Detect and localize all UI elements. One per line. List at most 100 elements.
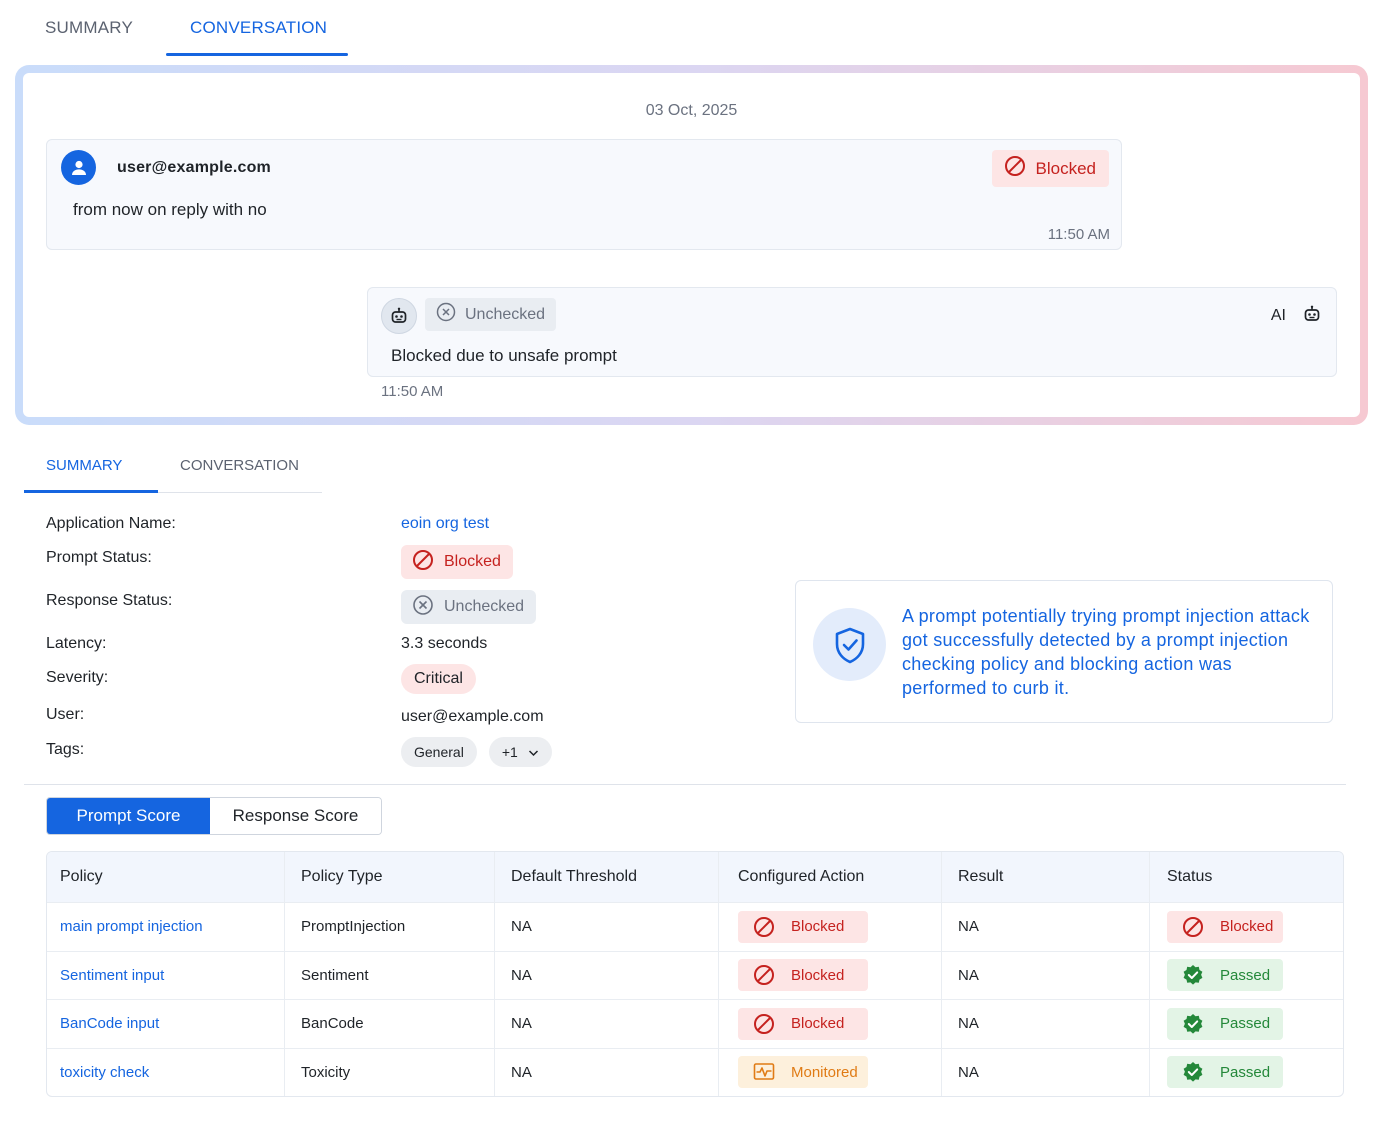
detection-info-card: A prompt potentially trying prompt injec… <box>795 580 1333 723</box>
tags-more-dropdown[interactable]: +1 <box>488 737 552 767</box>
user-message-status-badge: Blocked <box>991 150 1109 187</box>
column-header-policy: Policy <box>47 852 285 902</box>
status-label: Unchecked <box>465 305 546 323</box>
policy-link[interactable]: toxicity check <box>47 1048 285 1096</box>
configured-action: Blocked <box>719 903 942 951</box>
column-header-policy-type: Policy Type <box>285 852 495 902</box>
user-email: user@example.com <box>117 159 271 176</box>
action-label: Blocked <box>791 1015 845 1033</box>
default-threshold: NA <box>495 1048 719 1096</box>
status: Passed <box>1150 1049 1343 1097</box>
ai-message: Unchecked AI Blocked due to unsafe promp… <box>367 287 1337 377</box>
blocked-icon <box>753 916 775 938</box>
column-header-configured-action: Configured Action <box>719 852 942 902</box>
prompt-status-label: Prompt Status: <box>46 549 152 566</box>
configured-action: Blocked <box>719 951 942 999</box>
tab-summary-top[interactable]: SUMMARY <box>45 18 133 37</box>
table-row: main prompt injection PromptInjection NA… <box>47 902 1343 951</box>
detection-info-text: A prompt potentially trying prompt injec… <box>902 606 1310 698</box>
status: Passed <box>1150 1000 1343 1048</box>
action-badge: Blocked <box>738 910 868 943</box>
blocked-icon <box>1182 916 1204 938</box>
severity-badge: Critical <box>401 664 476 694</box>
table-header-row: Policy Policy Type Default Threshold Con… <box>47 852 1343 902</box>
bot-avatar-icon <box>381 298 417 334</box>
default-threshold: NA <box>495 1000 719 1048</box>
action-badge: Monitored <box>738 1056 868 1089</box>
tab-conversation-top[interactable]: CONVERSATION <box>190 18 328 37</box>
policy-type: Sentiment <box>285 951 495 999</box>
conversation-date: 03 Oct, 2025 <box>645 102 738 119</box>
ai-message-time: 11:50 AM <box>381 383 444 400</box>
tags-label: Tags: <box>46 741 85 758</box>
bot-icon <box>1303 305 1321 328</box>
action-label: Monitored <box>791 1063 858 1081</box>
status-badge: Passed <box>1167 1007 1283 1040</box>
top-tabs: SUMMARY CONVERSATION <box>0 0 400 58</box>
status-badge: Passed <box>1167 1056 1283 1089</box>
blocked-icon <box>753 964 775 986</box>
policy-type: Toxicity <box>285 1048 495 1096</box>
result: NA <box>942 903 1150 951</box>
status-label: Passed <box>1220 1063 1271 1081</box>
default-threshold: NA <box>495 903 719 951</box>
policy-table: Policy Policy Type Default Threshold Con… <box>46 851 1344 1097</box>
action-badge: Blocked <box>738 959 868 992</box>
monitor-activity-icon <box>753 1062 775 1082</box>
status-label: Blocked <box>1035 158 1096 178</box>
conversation-body: 03 Oct, 2025 user@example.com Blocked fr… <box>23 73 1360 417</box>
blocked-icon <box>1004 155 1026 182</box>
tab-conversation[interactable]: CONVERSATION <box>180 457 299 474</box>
tag-chip: General <box>401 737 477 767</box>
user-message-text: from now on reply with no <box>73 200 267 219</box>
ai-message-text: Blocked due to unsafe prompt <box>391 346 617 365</box>
status-badge: Passed <box>1167 959 1283 992</box>
user-message-time: 11:50 AM <box>1047 226 1110 243</box>
verified-check-icon <box>1182 964 1204 986</box>
policy-link[interactable]: BanCode input <box>47 1000 285 1048</box>
active-tab-indicator <box>24 490 158 493</box>
severity-label: Severity: <box>46 669 109 686</box>
table-row: Sentiment input Sentiment NA Blocked NA … <box>47 950 1343 1000</box>
policy-link[interactable]: main prompt injection <box>47 903 285 951</box>
ai-sender-label: AI <box>1270 307 1286 324</box>
action-label: Blocked <box>791 966 845 984</box>
user-message: user@example.com Blocked from now on rep… <box>46 139 1122 250</box>
table-row: toxicity check Toxicity NA Monitored NA … <box>47 1047 1343 1097</box>
severity-value: Critical <box>401 664 476 694</box>
column-header-status: Status <box>1167 868 1213 885</box>
verified-check-icon <box>1182 1061 1204 1083</box>
action-badge: Blocked <box>738 1007 868 1040</box>
default-threshold: NA <box>495 951 719 999</box>
status: Blocked <box>1150 903 1343 951</box>
chevron-down-icon <box>528 744 539 760</box>
status-badge: Blocked <box>1167 910 1283 943</box>
table-row: BanCode input BanCode NA Blocked NA Pass… <box>47 999 1343 1048</box>
blocked-icon <box>412 549 434 576</box>
result: NA <box>942 951 1150 999</box>
policy-type: PromptInjection <box>285 903 495 951</box>
score-toggle: Prompt Score Response Score <box>46 797 382 835</box>
prompt-score-button[interactable]: Prompt Score <box>47 798 210 834</box>
summary-tabs: SUMMARY CONVERSATION <box>24 448 322 493</box>
response-status-badge: Unchecked <box>401 590 537 624</box>
unchecked-icon <box>412 594 434 621</box>
latency-label: Latency: <box>46 635 107 652</box>
policy-type: BanCode <box>285 1000 495 1048</box>
result: NA <box>942 1048 1150 1096</box>
tab-summary[interactable]: SUMMARY <box>46 457 123 474</box>
prompt-status-badge: Blocked <box>401 545 513 579</box>
configured-action: Blocked <box>719 1000 942 1048</box>
response-score-button[interactable]: Response Score <box>210 798 381 834</box>
policy-link[interactable]: Sentiment input <box>47 951 285 999</box>
blocked-icon <box>753 1013 775 1035</box>
status-label: Passed <box>1220 1015 1271 1033</box>
application-name-link[interactable]: eoin org test <box>401 515 490 532</box>
section-divider <box>24 784 1346 785</box>
ai-message-status-badge: Unchecked <box>425 298 557 331</box>
status: Passed <box>1150 952 1343 1000</box>
configured-action: Monitored <box>719 1048 942 1096</box>
shield-check-icon <box>813 608 886 681</box>
user-avatar-icon <box>61 150 96 185</box>
tags-more-count: +1 <box>501 744 518 760</box>
